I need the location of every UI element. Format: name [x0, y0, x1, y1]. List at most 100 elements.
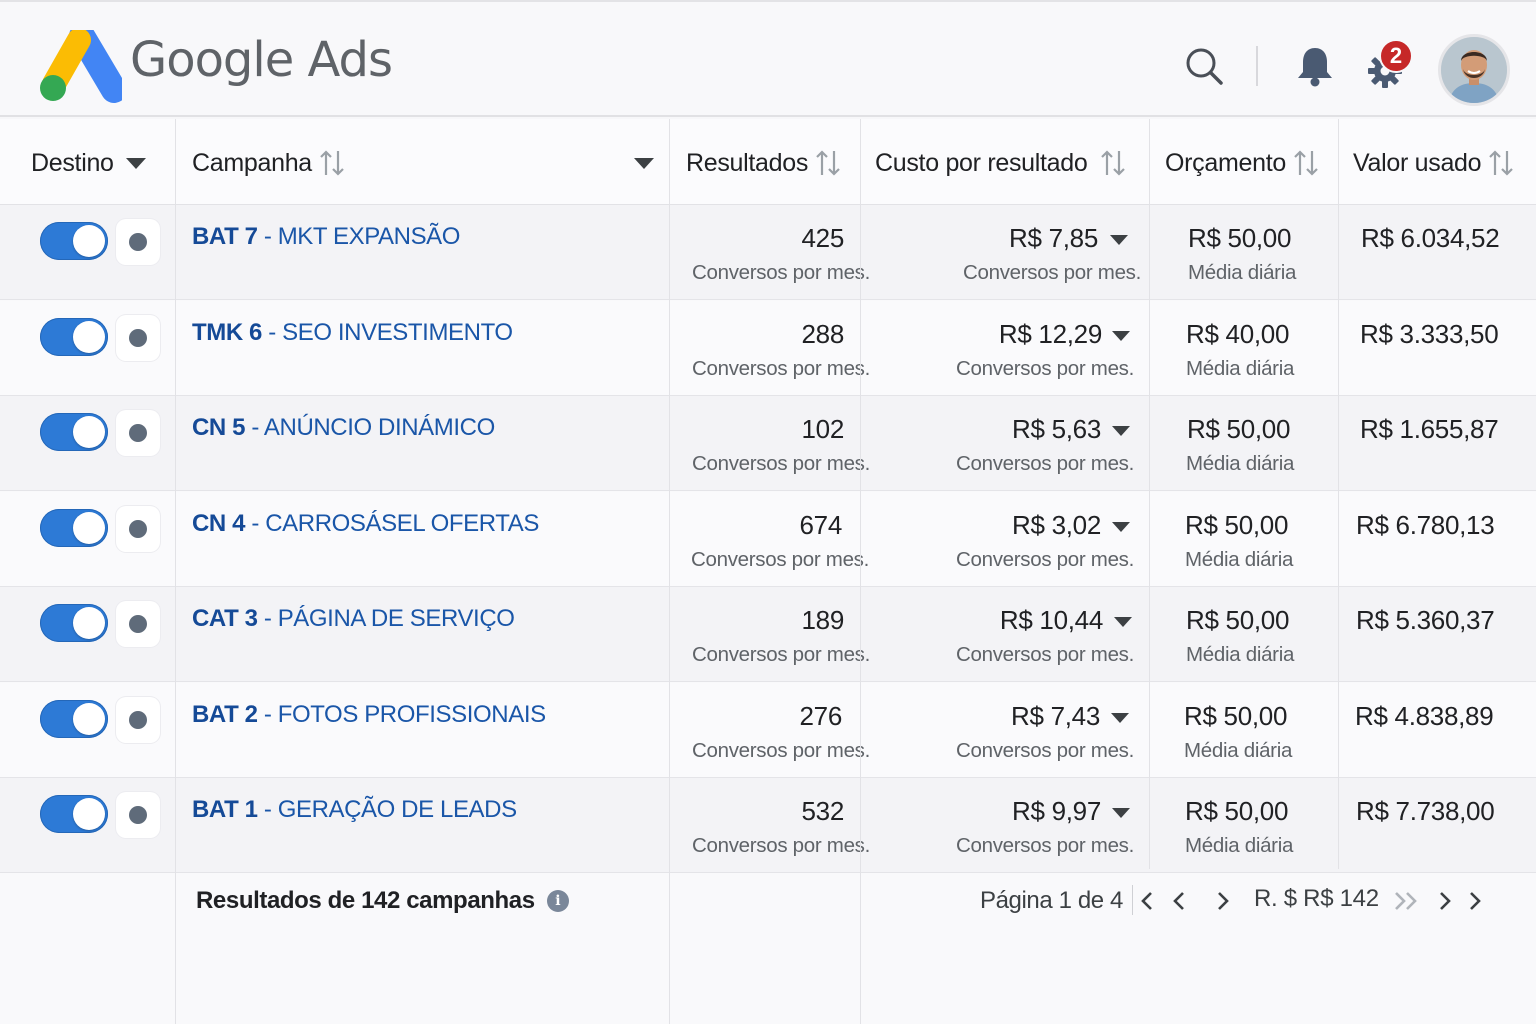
budget-value: R$ 50,00 [1184, 701, 1288, 731]
campaign-link[interactable]: BAT 1 - GERAÇÃO DE LEADS [192, 796, 517, 824]
last-page-button[interactable] [1464, 883, 1486, 919]
column-divider [669, 119, 670, 1024]
column-divider [1338, 119, 1339, 869]
status-indicator[interactable] [116, 315, 160, 361]
status-dot [129, 233, 147, 251]
app-title: Google Ads [130, 32, 393, 88]
toggle-knob [73, 703, 105, 735]
campaign-toggle[interactable] [40, 222, 108, 260]
chevron-down-icon[interactable] [1114, 617, 1132, 627]
results-subtitle: Conversos por mes. [692, 357, 871, 380]
prev-page-button[interactable] [1168, 883, 1190, 919]
campaign-toggle[interactable] [40, 604, 108, 642]
column-divider [175, 119, 176, 1024]
budget-value: R$ 50,00 [1185, 796, 1289, 826]
campaign-toggle[interactable] [40, 700, 108, 738]
budget-value: R$ 50,00 [1188, 223, 1292, 253]
column-divider [860, 119, 861, 1024]
results-value: 102 [801, 414, 845, 444]
budget-subtitle: Média diária [1185, 834, 1294, 857]
page-jump-input[interactable]: R. $ R$ 142 [1254, 885, 1379, 912]
table-row[interactable]: CN 4 - CARROSÁSEL OFERTAS 674 Conversos … [0, 492, 1536, 587]
campaign-title: - FOTOS PROFISSIONAIS [257, 701, 546, 728]
status-indicator[interactable] [116, 697, 160, 743]
status-indicator[interactable] [116, 410, 160, 456]
chevron-left-icon [1141, 892, 1152, 910]
column-header-valor-usado[interactable]: Valor usado [1353, 145, 1514, 181]
campaign-link[interactable]: CAT 3 - PÁGINA DE SERVIÇO [192, 605, 515, 633]
chevron-down-icon[interactable] [1112, 426, 1130, 436]
column-header-custo-por-resultado[interactable]: Custo por resultado [875, 145, 1126, 181]
user-avatar-image [1441, 37, 1507, 103]
cost-value: R$ 10,44 [999, 605, 1103, 635]
status-dot [129, 806, 147, 824]
chevron-down-icon[interactable] [1111, 713, 1129, 723]
info-icon[interactable]: i [546, 890, 569, 912]
column-header-resultados[interactable]: Resultados [686, 145, 840, 181]
chevron-down-icon[interactable] [1112, 808, 1130, 818]
results-subtitle: Conversos por mes. [691, 548, 870, 571]
cost-value: R$ 7,43 [1011, 701, 1100, 731]
campanha-filter-button[interactable] [634, 145, 654, 181]
notifications-button[interactable] [1292, 42, 1338, 90]
cost-subtitle: Conversos por mes. [963, 261, 1142, 284]
table-row[interactable]: CAT 3 - PÁGINA DE SERVIÇO 189 Conversos … [0, 587, 1536, 682]
results-subtitle: Conversos por mes. [692, 834, 871, 857]
sort-icon [1101, 150, 1126, 176]
campaign-link[interactable]: BAT 7 - MKT EXPANSÃO [192, 223, 460, 251]
chevron-right-icon [1218, 892, 1229, 910]
budget-value: R$ 50,00 [1185, 510, 1289, 540]
campaign-code: CN 4 [192, 510, 246, 537]
spent-value: R$ 6.034,52 [1361, 223, 1500, 253]
toggle-knob [73, 607, 105, 639]
results-subtitle: Conversos por mes. [692, 261, 871, 284]
table-row[interactable]: BAT 1 - GERAÇÃO DE LEADS 532 Conversos p… [0, 778, 1536, 873]
column-header-campanha[interactable]: Campanha [192, 145, 344, 181]
cost-value: R$ 5,63 [1012, 414, 1101, 444]
search-button[interactable] [1180, 42, 1228, 90]
table-row[interactable]: CN 5 - ANÚNCIO DINÁMICO 102 Conversos po… [0, 396, 1536, 491]
column-header-destino[interactable]: Destino [31, 145, 146, 181]
campaign-title: - GERAÇÃO DE LEADS [257, 796, 517, 823]
status-dot [129, 711, 147, 729]
status-indicator[interactable] [116, 792, 160, 838]
table-row[interactable]: BAT 2 - FOTOS PROFISSIONAIS 276 Converso… [0, 683, 1536, 778]
table-header: Destino Campanha Resultados Custo por re… [0, 119, 1536, 205]
results-value: 288 [801, 319, 845, 349]
column-header-orcamento[interactable]: Orçamento [1165, 145, 1318, 181]
first-page-button[interactable] [1136, 883, 1158, 919]
campaign-link[interactable]: TMK 6 - SEO INVESTIMENTO [192, 319, 513, 347]
toggle-knob [73, 416, 105, 448]
sort-icon [320, 150, 344, 176]
campaign-toggle[interactable] [40, 509, 108, 547]
table-row[interactable]: BAT 7 - MKT EXPANSÃO 425 Conversos por m… [0, 205, 1536, 300]
campaign-toggle[interactable] [40, 318, 108, 356]
campaign-title: - ANÚNCIO DINÁMICO [245, 414, 495, 441]
spent-value: R$ 3.333,50 [1360, 319, 1499, 349]
status-indicator[interactable] [116, 506, 160, 552]
cost-value: R$ 7,85 [1009, 223, 1098, 253]
chevron-down-icon[interactable] [1112, 522, 1130, 532]
toggle-knob [73, 321, 105, 353]
table-footer: Resultados de 142 campanhas i Página 1 d… [0, 869, 1536, 1024]
next-page-button[interactable] [1434, 883, 1456, 919]
campaign-link[interactable]: CN 5 - ANÚNCIO DINÁMICO [192, 414, 495, 442]
status-indicator[interactable] [116, 219, 160, 265]
chevron-down-icon[interactable] [1110, 235, 1128, 245]
status-dot [129, 520, 147, 538]
status-indicator[interactable] [116, 601, 160, 647]
campaign-toggle[interactable] [40, 413, 108, 451]
campaign-link[interactable]: BAT 2 - FOTOS PROFISSIONAIS [192, 701, 546, 729]
table-row[interactable]: TMK 6 - SEO INVESTIMENTO 288 Conversos p… [0, 301, 1536, 396]
fast-forward-button[interactable] [1392, 883, 1422, 919]
chevron-down-icon[interactable] [1112, 331, 1130, 341]
budget-value: R$ 50,00 [1187, 414, 1291, 444]
status-dot [129, 424, 147, 442]
campaign-link[interactable]: CN 4 - CARROSÁSEL OFERTAS [192, 510, 539, 538]
campaign-toggle[interactable] [40, 795, 108, 833]
next-page-button[interactable] [1212, 883, 1234, 919]
sort-icon [816, 150, 840, 176]
budget-subtitle: Média diária [1186, 643, 1295, 666]
avatar[interactable] [1438, 34, 1510, 106]
budget-subtitle: Média diária [1186, 452, 1295, 475]
